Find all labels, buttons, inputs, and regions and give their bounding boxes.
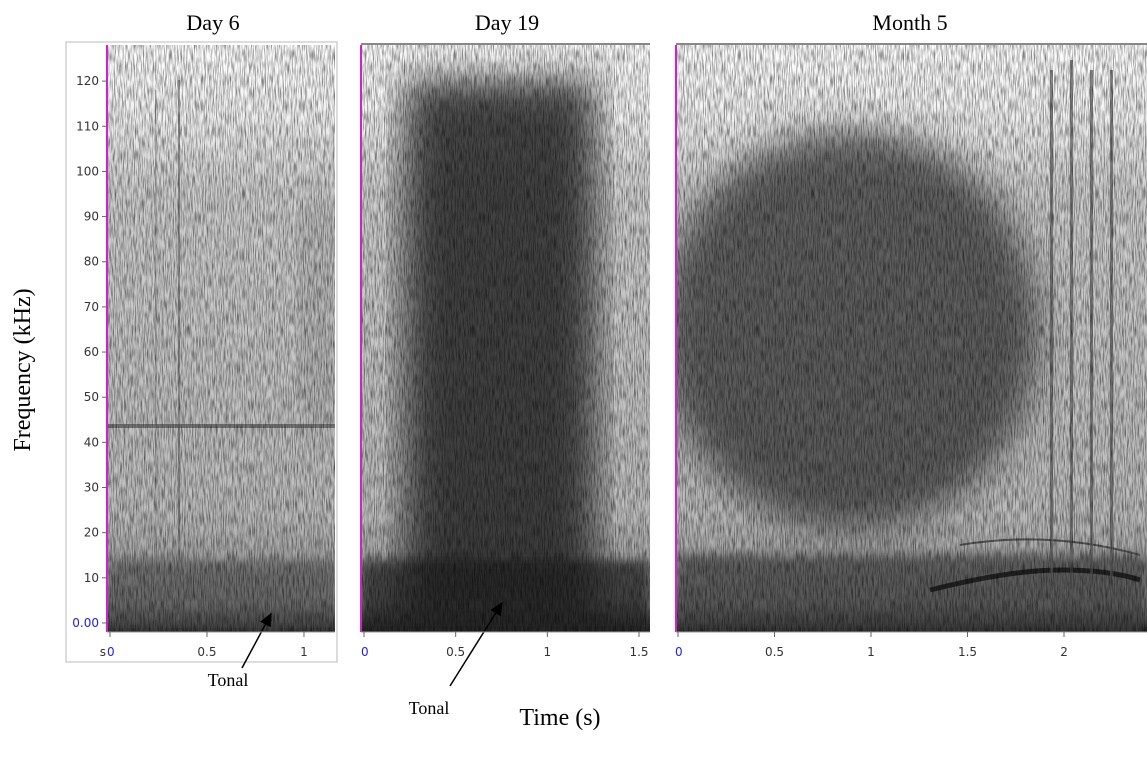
y-tick-label: 0.00 (72, 616, 99, 630)
y-axis-label: Frequency (kHz) (10, 288, 36, 451)
panel-title: Day 6 (186, 10, 239, 35)
panel-title: Month 5 (872, 10, 947, 35)
x-tick-label: 0.5 (446, 645, 465, 659)
x-tick-label: 2 (1060, 645, 1068, 659)
y-tick-label: 10 (84, 571, 99, 585)
y-tick-label: 110 (76, 119, 99, 133)
spectrogram-image (107, 45, 335, 632)
y-tick-label: 50 (84, 390, 99, 404)
y-tick-label: 60 (84, 345, 99, 359)
annotation: Tonal (208, 670, 249, 690)
x-tick-label: 1 (867, 645, 875, 659)
y-tick-label: 100 (76, 164, 99, 178)
x-tick-label: 0 (675, 645, 683, 659)
y-tick-label: 120 (76, 74, 99, 88)
x-tick-label: 1.5 (958, 645, 977, 659)
spectrogram-image (676, 45, 1147, 632)
y-tick-label: 70 (84, 300, 99, 314)
x-unit-label: s (100, 645, 106, 659)
annotation: Tonal (409, 698, 450, 718)
x-tick-label: 1.5 (629, 645, 648, 659)
x-tick-label: 0 (361, 645, 369, 659)
y-tick-label: 90 (84, 210, 99, 224)
spectrogram-image (361, 45, 650, 632)
panel-title: Day 19 (475, 10, 539, 35)
y-tick-label: 30 (84, 481, 99, 495)
annotation-arrow (241, 612, 272, 669)
y-tick-label: 40 (84, 435, 99, 449)
x-tick-label: 0 (107, 645, 115, 659)
annotation-arrow (449, 601, 503, 687)
x-tick-label: 1 (300, 645, 308, 659)
x-tick-label: 0.5 (765, 645, 784, 659)
x-tick-label: 1 (544, 645, 552, 659)
y-tick-label: 80 (84, 255, 99, 269)
y-tick-label: 20 (84, 526, 99, 540)
x-tick-label: 0.5 (197, 645, 216, 659)
x-axis-label: Time (s) (519, 705, 600, 731)
